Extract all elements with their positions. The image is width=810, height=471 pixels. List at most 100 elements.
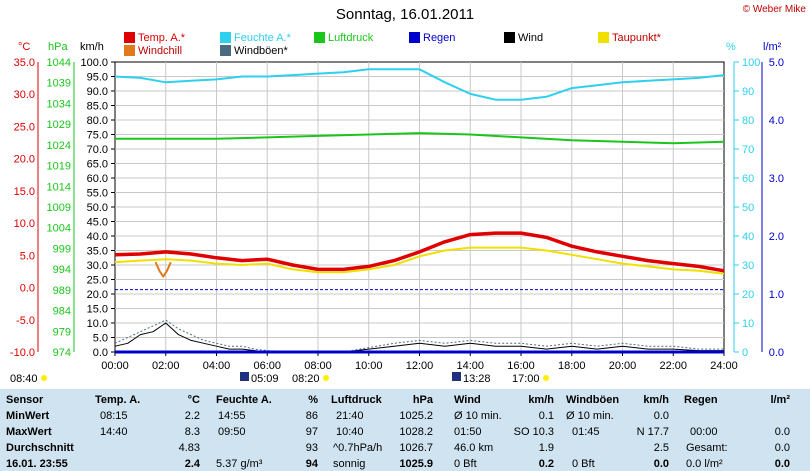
pressure-tick-label: 994 <box>53 264 71 276</box>
header-rain-unit: l/m² <box>770 394 790 406</box>
weather-forecast: sonnig <box>333 458 366 470</box>
row-label: Durchschnitt <box>6 442 74 454</box>
temp-tick-label: -10.0 <box>10 347 35 359</box>
weather-chart: 35.0 30.0 25.0 20.0 15.0 10.0 5.0 0.0 -5.0 -10.0 1… <box>10 57 784 385</box>
gust-avg-value: 2.5 <box>653 442 669 454</box>
pressure-tick-label: 979 <box>53 326 71 338</box>
humidity-tick-label: 40 <box>742 231 754 243</box>
header-pressure-unit: hPa <box>412 394 433 406</box>
temp-min-time: 08:15 <box>100 410 128 422</box>
sunset-icon <box>452 372 461 381</box>
sun-icon <box>323 375 329 381</box>
row-label: MaxWert <box>6 426 52 438</box>
header-gust-unit: km/h <box>643 394 669 406</box>
temp-tick-label: 35.0 <box>14 57 35 69</box>
pressure-min-time: 21:40 <box>336 410 364 422</box>
pressure-max-time: 10:40 <box>336 426 364 438</box>
gust-current-value: 0.0 <box>653 458 669 470</box>
temp-tick-label: 25.0 <box>14 121 35 133</box>
pressure-tick-label: 1019 <box>47 161 71 173</box>
sunrise-icon <box>240 372 249 381</box>
pressure-tick-label: 999 <box>53 243 71 255</box>
legend-pressure: Luftdruck <box>314 32 373 44</box>
pressure-tick-label: 1014 <box>47 181 71 193</box>
x-tick-label: 02:00 <box>152 360 180 372</box>
wind-tick-label: 45.0 <box>87 217 108 229</box>
wind-tick-label: 75.0 <box>87 130 108 142</box>
temp-tick-label: -5.0 <box>16 315 35 327</box>
pressure-current-value: 1025.9 <box>399 458 433 470</box>
gust-beaufort: 0 Bft <box>572 458 595 470</box>
humidity-tick-label: 100 <box>742 57 760 69</box>
temp-max-value: 8.3 <box>184 426 200 438</box>
wind-tick-label: 80.0 <box>87 115 108 127</box>
wind-tick-label: 20.0 <box>87 289 108 301</box>
x-tick-label: 08:00 <box>304 360 332 372</box>
header-humidity-unit: % <box>308 394 318 406</box>
wind-tick-label: 30.0 <box>87 260 108 272</box>
x-tick-label: 22:00 <box>659 360 687 372</box>
pressure-tick-label: 1034 <box>47 98 71 110</box>
rain-tick-label: 3.0 <box>769 173 784 185</box>
sunset-time: 13:28 <box>463 373 491 385</box>
temp-tick-label: 20.0 <box>14 154 35 166</box>
humidity-tick-label: 90 <box>742 86 754 98</box>
legend-wind: Wind <box>504 32 543 44</box>
temp-tick-label: 5.0 <box>20 250 35 262</box>
x-tick-label: 10:00 <box>355 360 383 372</box>
wind-min-label: Ø 10 min. <box>454 410 502 422</box>
legend-pressure-swatch <box>314 32 325 43</box>
stats-table: Sensor Temp. A. °C Feuchte A. % Luftdruc… <box>0 389 810 471</box>
copyright-label: © Weber Mike <box>742 4 806 15</box>
gust-min-value: 0.0 <box>653 410 669 422</box>
pressure-tick-label: 1009 <box>47 202 71 214</box>
wind-min-value: 0.1 <box>538 410 554 422</box>
temp-tick-label: 15.0 <box>14 186 35 198</box>
legend-wind-swatch <box>504 32 515 43</box>
wind-tick-label: 100.0 <box>80 57 108 69</box>
pressure-tick-label: 989 <box>53 285 71 297</box>
rain-current-label: 0.0 l/m² <box>686 458 723 470</box>
humidity-avg-value: 93 <box>305 442 318 454</box>
pressure-tick-label: 1029 <box>47 119 71 131</box>
temp-min-value: 2.2 <box>184 410 200 422</box>
x-tick-label: 14:00 <box>456 360 484 372</box>
humidity-unit-label: % <box>726 41 736 53</box>
rain-tick-label: 5.0 <box>769 57 784 69</box>
wind-max-value: SO 10.3 <box>513 426 554 438</box>
rain-total-label: Gesamt: <box>686 442 728 454</box>
x-tick-label: 00:00 <box>101 360 129 372</box>
humidity-max-time: 09:50 <box>218 426 246 438</box>
legend-temp: Temp. A.* <box>124 32 185 44</box>
wind-tick-label: 90.0 <box>87 86 108 98</box>
sun-icon <box>543 375 549 381</box>
wind-unit-label: km/h <box>80 41 104 53</box>
temp-unit-label: °C <box>18 41 31 53</box>
temp-current-value: 2.4 <box>184 458 200 470</box>
series-temp-a <box>114 231 725 273</box>
humidity-min-value: 86 <box>305 410 318 422</box>
rain-max-value: 0.0 <box>774 426 790 438</box>
wind-tick-label: 60.0 <box>87 173 108 185</box>
series-windchill <box>154 261 172 278</box>
wind-tick-label: 0.0 <box>93 347 108 359</box>
humidity-tick-label: 0 <box>742 347 748 359</box>
pressure-tick-label: 1044 <box>47 57 71 69</box>
x-tick-label: 18:00 <box>558 360 586 372</box>
rain-tick-label: 1.0 <box>769 289 784 301</box>
temp-max-time: 14:40 <box>100 426 128 438</box>
humidity-min-time: 14:55 <box>218 410 246 422</box>
x-tick-label: 16:00 <box>507 360 535 372</box>
series-feuchte-a <box>114 68 725 101</box>
wind-distance: 46.0 km <box>454 442 494 454</box>
wind-tick-label: 50.0 <box>87 202 108 214</box>
header-temp: Temp. A. <box>95 394 141 406</box>
header-wind: Wind <box>454 394 481 406</box>
wind-tick-label: 55.0 <box>87 188 108 200</box>
humidity-tick-label: 60 <box>742 173 754 185</box>
wind-tick-label: 25.0 <box>87 275 108 287</box>
legend-humidity: Feuchte A.* <box>220 32 291 44</box>
wind-tick-label: 95.0 <box>87 72 108 84</box>
rain-unit-label: l/m² <box>763 41 782 53</box>
legend-humidity-swatch <box>220 32 231 43</box>
